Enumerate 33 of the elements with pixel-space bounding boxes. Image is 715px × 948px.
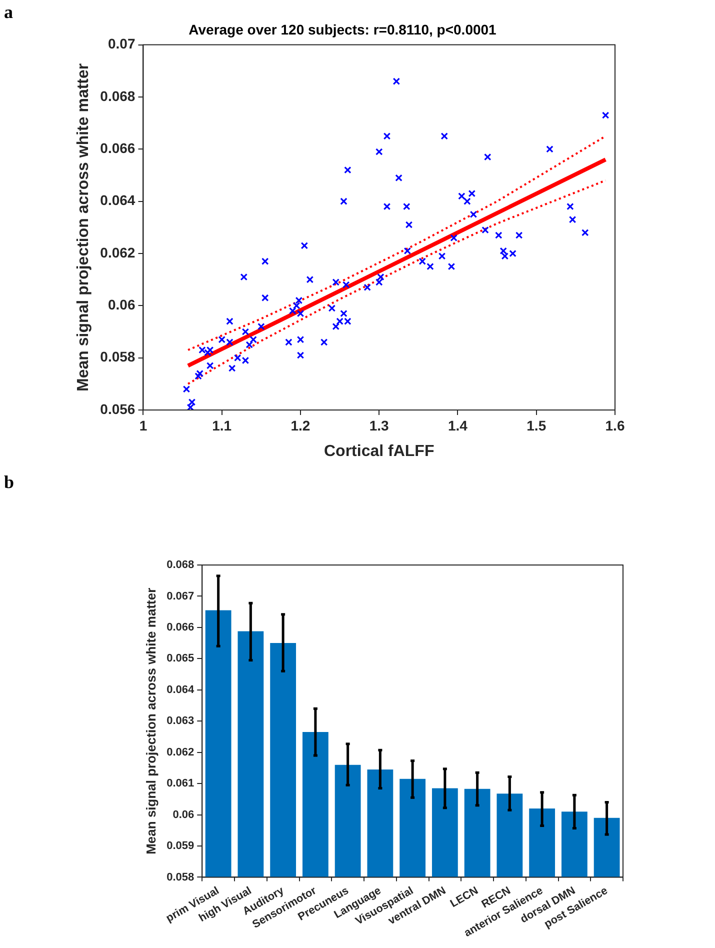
y-axis-title: Mean signal projection across white matter bbox=[75, 63, 92, 392]
y-tick-label: 0.058 bbox=[100, 348, 136, 365]
x-tick-label: 1.1 bbox=[212, 417, 232, 434]
y-tick-label: 0.058 bbox=[166, 871, 194, 884]
y-tick-label: 0.066 bbox=[100, 140, 136, 156]
y-tick-label: 0.061 bbox=[166, 778, 194, 790]
y-axis-title: Mean signal projection across white matter bbox=[143, 588, 158, 854]
y-tick-label: 0.065 bbox=[166, 652, 194, 665]
y-tick-label: 0.066 bbox=[166, 621, 194, 634]
y-tick-label: 0.063 bbox=[166, 715, 194, 728]
y-tick-label: 0.056 bbox=[100, 400, 136, 417]
y-tick-label: 0.059 bbox=[166, 840, 194, 852]
y-tick-label: 0.064 bbox=[100, 192, 136, 208]
y-tick-label: 0.06 bbox=[108, 296, 136, 313]
y-tick-label: 0.068 bbox=[166, 559, 194, 572]
x-tick-label: 1.4 bbox=[448, 417, 468, 434]
x-axis-title: Cortical fALFF bbox=[324, 442, 434, 460]
line-series bbox=[187, 179, 607, 385]
y-tick-label: 0.068 bbox=[100, 88, 136, 104]
x-tick-label: 1.2 bbox=[290, 417, 310, 434]
x-tick-label: 1.6 bbox=[605, 417, 625, 434]
x-tick-label: 1 bbox=[139, 417, 148, 434]
text: a bbox=[4, 2, 13, 23]
y-tick-label: 0.06 bbox=[172, 808, 194, 821]
y-tick-label: 0.07 bbox=[108, 36, 136, 52]
y-tick-label: 0.062 bbox=[100, 244, 136, 260]
y-tick-label: 0.067 bbox=[166, 590, 194, 602]
x-tick-label: 1.5 bbox=[526, 417, 546, 434]
text: b bbox=[4, 472, 14, 493]
y-tick-label: 0.064 bbox=[166, 684, 196, 696]
y-tick-label: 0.062 bbox=[166, 746, 194, 758]
chart-title: Average over 120 subjects: r=0.8110, p<0.0001 bbox=[188, 21, 497, 38]
x-tick-label: 1.3 bbox=[369, 417, 390, 434]
